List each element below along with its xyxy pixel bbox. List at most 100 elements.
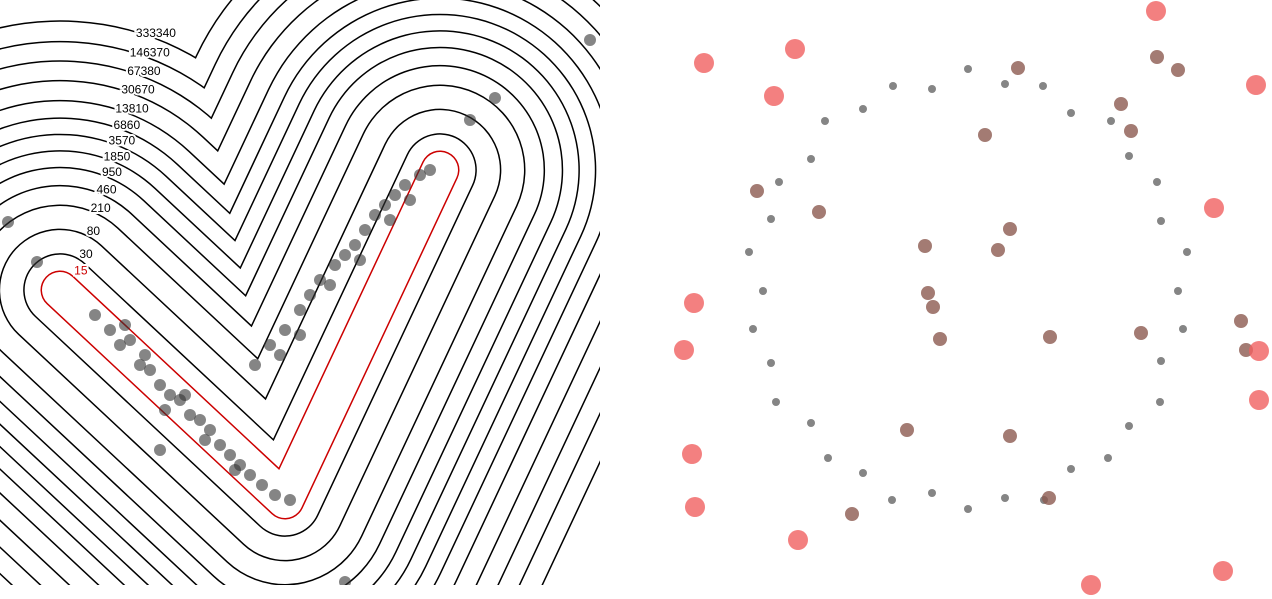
point	[1125, 152, 1133, 160]
point	[1174, 287, 1182, 295]
point	[249, 359, 261, 371]
point	[684, 293, 704, 313]
point	[324, 279, 336, 291]
point	[1003, 222, 1017, 236]
point	[807, 419, 815, 427]
point	[824, 454, 832, 462]
point	[329, 259, 341, 271]
point	[1003, 429, 1017, 443]
point	[1157, 217, 1165, 225]
point	[759, 287, 767, 295]
point	[694, 53, 714, 73]
point	[224, 449, 236, 461]
point	[685, 497, 705, 517]
point	[889, 82, 897, 90]
point	[489, 92, 501, 104]
point	[134, 359, 146, 371]
point	[1249, 390, 1269, 410]
contour-label: 30	[79, 247, 93, 261]
point	[1156, 398, 1164, 406]
point	[194, 414, 206, 426]
point	[900, 423, 914, 437]
point	[928, 85, 936, 93]
point	[199, 434, 211, 446]
contour-label: 460	[97, 182, 117, 196]
point	[767, 359, 775, 367]
point	[785, 39, 805, 59]
point	[1150, 50, 1164, 64]
contour-label: 333340	[136, 26, 176, 40]
point	[1107, 117, 1115, 125]
point	[1001, 80, 1009, 88]
point	[764, 86, 784, 106]
point	[204, 424, 216, 436]
point	[1134, 326, 1148, 340]
point	[964, 65, 972, 73]
point	[918, 239, 932, 253]
point	[124, 334, 136, 346]
point	[749, 325, 757, 333]
point	[354, 254, 366, 266]
point	[339, 249, 351, 261]
point	[1246, 75, 1266, 95]
point	[859, 105, 867, 113]
point	[859, 469, 867, 477]
point	[1104, 454, 1112, 462]
point	[1183, 248, 1191, 256]
point	[584, 34, 596, 46]
point	[464, 114, 476, 126]
point	[788, 530, 808, 550]
point	[399, 179, 411, 191]
point	[154, 379, 166, 391]
point	[164, 389, 176, 401]
point	[284, 494, 296, 506]
point	[1067, 465, 1075, 473]
point	[745, 248, 753, 256]
point	[144, 364, 156, 376]
point	[269, 489, 281, 501]
point	[775, 178, 783, 186]
point	[114, 339, 126, 351]
point	[926, 300, 940, 314]
point	[772, 398, 780, 406]
point	[1081, 575, 1101, 595]
point	[379, 199, 391, 211]
point	[244, 469, 256, 481]
point	[1171, 63, 1185, 77]
point	[1213, 561, 1233, 581]
point	[179, 389, 191, 401]
scatter-plot	[674, 1, 1269, 595]
point	[339, 576, 351, 585]
point	[767, 215, 775, 223]
contour-label: 80	[87, 224, 101, 238]
point	[1124, 124, 1138, 138]
contour-label: 950	[102, 165, 122, 179]
contour-label: 13810	[115, 102, 149, 116]
point	[404, 194, 416, 206]
point	[414, 169, 426, 181]
contour-label: 3570	[109, 134, 136, 148]
point	[1204, 198, 1224, 218]
point	[821, 117, 829, 125]
point	[1234, 314, 1248, 328]
point	[682, 444, 702, 464]
point	[274, 349, 286, 361]
point	[184, 409, 196, 421]
contour-label: 1850	[104, 149, 131, 163]
point	[933, 332, 947, 346]
point	[264, 339, 276, 351]
point	[214, 439, 226, 451]
point	[104, 324, 116, 336]
point	[159, 404, 171, 416]
point	[1249, 341, 1269, 361]
point	[978, 128, 992, 142]
contour-label: 30670	[121, 83, 155, 97]
point	[2, 216, 14, 228]
point	[1043, 330, 1057, 344]
point	[1042, 491, 1056, 505]
point	[1153, 178, 1161, 186]
point	[424, 164, 436, 176]
point	[1125, 422, 1133, 430]
